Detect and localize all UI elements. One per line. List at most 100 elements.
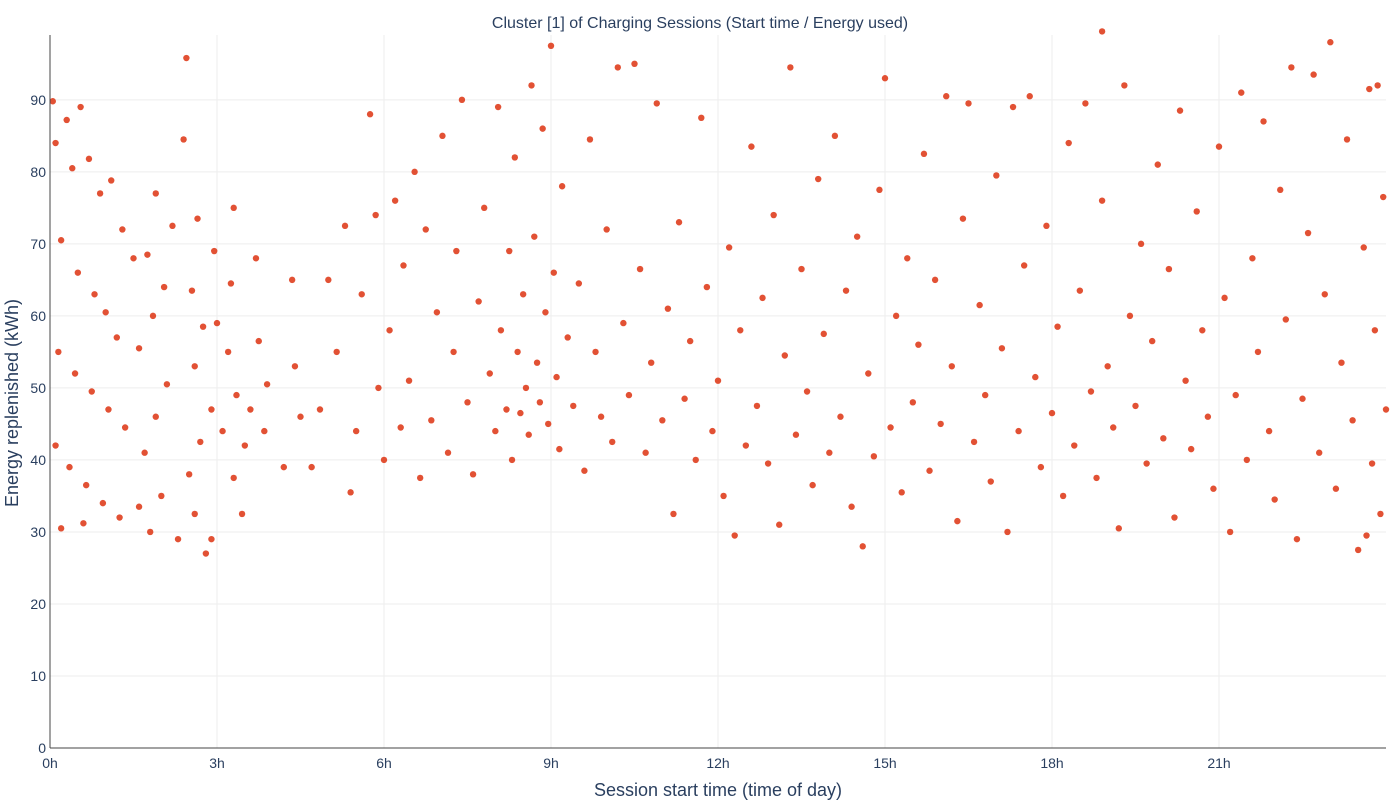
data-point <box>1327 39 1334 46</box>
data-point <box>519 291 527 298</box>
data-point <box>197 438 204 446</box>
data-point <box>152 413 159 420</box>
data-point <box>853 233 861 240</box>
data-point <box>492 427 499 435</box>
x-tick-label: 21h <box>1207 755 1230 771</box>
data-point <box>1193 208 1200 215</box>
data-point <box>1165 265 1173 273</box>
data-point <box>870 453 878 460</box>
data-point <box>316 406 324 413</box>
data-point <box>528 82 535 89</box>
data-point <box>1349 417 1356 424</box>
data-point <box>1110 424 1117 431</box>
data-point <box>74 269 82 276</box>
data-point <box>1149 337 1156 345</box>
data-point <box>397 424 404 431</box>
data-point <box>149 312 157 320</box>
data-point <box>135 503 143 510</box>
data-point <box>506 247 513 255</box>
data-point <box>820 330 827 338</box>
data-point <box>597 413 605 420</box>
data-point <box>1238 89 1245 96</box>
data-point <box>692 456 699 464</box>
data-point <box>325 276 332 284</box>
data-point <box>1293 535 1301 543</box>
data-point <box>135 345 143 352</box>
data-point <box>99 499 107 507</box>
data-point <box>503 406 510 413</box>
data-point <box>920 150 928 158</box>
data-point <box>1154 161 1161 168</box>
data-point <box>742 442 750 449</box>
data-point <box>1382 406 1390 413</box>
data-point <box>49 98 56 105</box>
data-point <box>1087 388 1095 395</box>
data-point <box>664 305 672 312</box>
y-tick-label: 0 <box>38 740 46 756</box>
x-tick-label: 12h <box>706 755 729 771</box>
data-point <box>681 395 688 402</box>
data-point <box>1143 460 1150 467</box>
data-point <box>926 467 933 474</box>
data-point <box>915 341 922 348</box>
data-point <box>575 280 583 287</box>
data-point <box>1332 485 1340 492</box>
data-point <box>180 136 187 143</box>
data-point <box>255 337 262 345</box>
data-point <box>1137 240 1145 248</box>
data-point <box>130 255 137 262</box>
data-point <box>82 481 90 489</box>
data-point <box>1374 82 1381 89</box>
data-point <box>748 143 755 150</box>
chart-title: Cluster [1] of Charging Sessions (Start … <box>492 15 908 32</box>
data-point <box>636 265 644 273</box>
data-point <box>263 381 271 388</box>
y-tick-label: 60 <box>30 308 46 324</box>
data-point <box>464 399 471 406</box>
data-point <box>842 287 850 294</box>
data-point <box>631 60 638 68</box>
data-point <box>514 348 521 356</box>
data-point <box>1048 409 1056 417</box>
data-point <box>1316 449 1323 456</box>
y-tick-label: 80 <box>30 164 46 180</box>
data-point <box>876 186 883 194</box>
data-point <box>333 348 340 356</box>
data-point <box>199 323 207 330</box>
data-point <box>522 384 530 392</box>
data-point <box>787 64 794 71</box>
data-point <box>1199 327 1206 334</box>
x-tick-label: 0h <box>42 755 58 771</box>
data-point <box>714 377 722 384</box>
data-point <box>238 510 246 518</box>
y-tick-label: 70 <box>30 236 46 252</box>
data-point <box>1377 510 1384 518</box>
data-point <box>458 96 466 104</box>
data-point <box>96 190 104 197</box>
data-point <box>1187 445 1195 453</box>
data-point <box>121 424 129 431</box>
data-point <box>1304 229 1312 237</box>
data-point <box>592 348 599 356</box>
data-point <box>230 204 237 212</box>
data-point <box>433 309 441 316</box>
data-point <box>386 327 393 334</box>
data-point <box>1076 287 1084 294</box>
data-point <box>904 255 911 262</box>
data-point <box>1071 442 1078 449</box>
data-point <box>211 247 218 255</box>
data-point <box>486 370 493 377</box>
data-point <box>191 510 198 518</box>
data-point <box>720 492 727 500</box>
data-point <box>586 136 594 143</box>
data-point <box>119 226 126 233</box>
y-tick-labels: 0 10 20 30 40 50 60 70 80 90 <box>30 92 46 756</box>
data-point <box>444 449 452 456</box>
data-point <box>202 550 210 557</box>
data-point <box>1004 528 1011 536</box>
data-point <box>375 384 382 392</box>
data-point <box>525 431 532 438</box>
data-point <box>52 442 59 449</box>
